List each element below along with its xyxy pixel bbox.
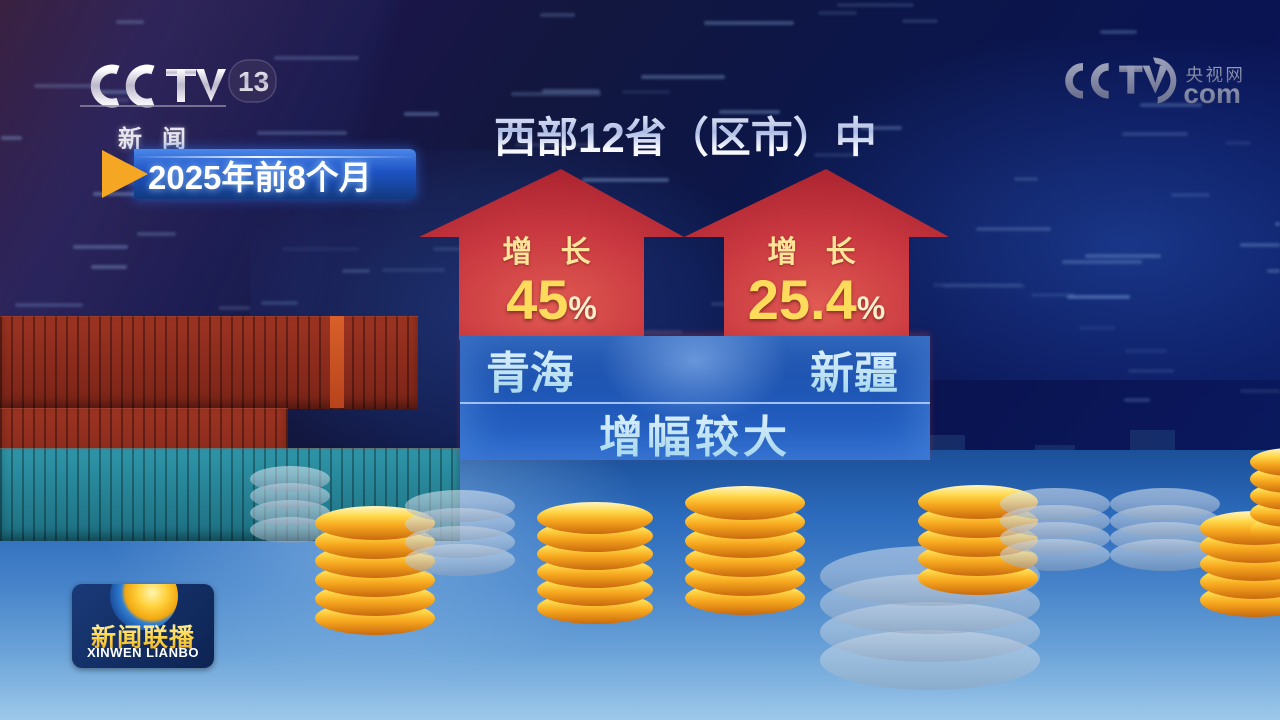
svg-text:13: 13 <box>238 66 269 97</box>
svg-text:com: com <box>1183 78 1241 109</box>
